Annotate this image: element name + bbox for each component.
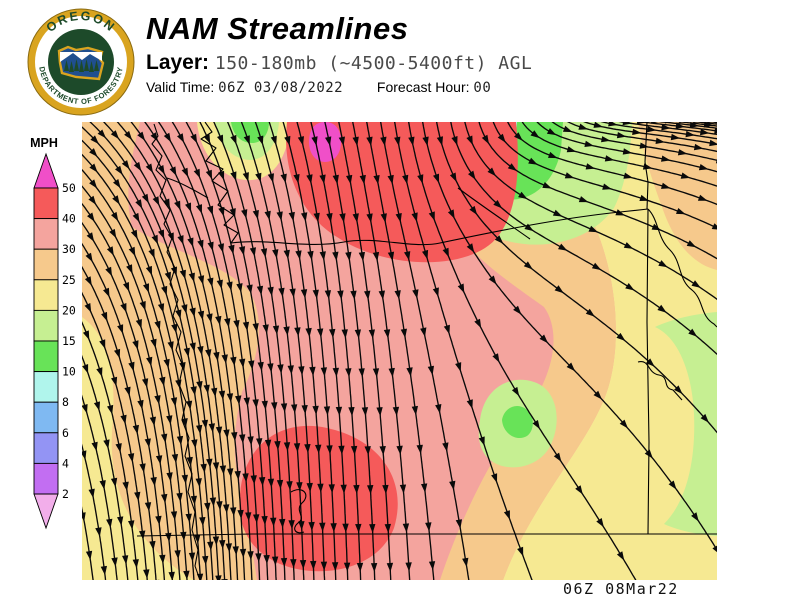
valid-time-value: 06Z 03/08/2022 xyxy=(218,79,344,96)
legend-tick-label: 10 xyxy=(62,365,76,379)
legend-band xyxy=(33,279,59,311)
ne-diagonal-line xyxy=(457,187,531,240)
streamlines xyxy=(82,122,717,580)
logo-oregon-emblem xyxy=(57,45,105,81)
forecast-hour-value: 00 xyxy=(473,79,492,96)
coastline xyxy=(151,123,201,580)
legend-tick-label: 4 xyxy=(62,456,69,470)
page-title: NAM Streamlines xyxy=(146,11,409,46)
wind-speed-region-25-30 xyxy=(638,122,717,270)
legend-tick-label: 15 xyxy=(62,334,76,348)
forecast-hour-label: Forecast Hour: xyxy=(376,78,470,95)
logo-mountain xyxy=(60,52,102,62)
legend-band xyxy=(33,371,59,403)
wind-speed-regions xyxy=(82,122,717,580)
valid-time-line: Valid Time: 06Z 03/08/2022 Forecast Hour… xyxy=(146,79,532,96)
legend-tick-label: 40 xyxy=(62,212,76,226)
legend-tick-label: 6 xyxy=(62,426,69,440)
legend-units-label: MPH xyxy=(30,136,58,150)
legend-scale: 50 40 30 25 20 15 10 8 6 4 2 xyxy=(33,152,76,530)
wind-speed-region->50 xyxy=(309,122,341,162)
legend-tick-label: 30 xyxy=(62,242,76,256)
snake-river-border xyxy=(647,208,717,328)
se-river-squiggle xyxy=(637,361,683,401)
legend-band xyxy=(33,309,59,342)
layer-line: Layer: 150-180mb (~4500-5400ft) AGL xyxy=(146,51,532,75)
legend-band xyxy=(33,248,59,281)
layer-value: 150-180mb (~4500-5400ft) AGL xyxy=(214,52,533,74)
legend-band xyxy=(33,462,59,495)
legend-tick-label: 25 xyxy=(62,273,76,287)
legend-tick-label: 50 xyxy=(62,181,76,195)
odf-logo: OREGON DEPARTMENT OF FORESTRY xyxy=(27,8,135,116)
wind-speed-region-10-15 xyxy=(502,406,533,439)
crater-lake-outline xyxy=(290,489,307,534)
wind-speed-region-15-20 xyxy=(655,312,717,536)
speed-legend: MPH 50 40 30 25 20 15 10 8 6 4 2 xyxy=(20,136,130,540)
legend-band xyxy=(33,401,59,434)
east-district-line xyxy=(646,208,650,535)
streamline-arrowheads xyxy=(82,122,717,580)
wind-speed-region-20-25 xyxy=(82,317,194,580)
logo-trees xyxy=(64,59,99,72)
wind-speed-region-20-25 xyxy=(503,122,717,580)
header: NAM Streamlines Layer: 150-180mb (~4500-… xyxy=(146,11,532,96)
legend-below-min xyxy=(33,493,59,530)
legend-band xyxy=(33,340,59,373)
layer-label: Layer: xyxy=(146,50,210,74)
legend-tick-label: 2 xyxy=(62,487,69,501)
state-boundaries xyxy=(136,122,717,580)
streamline-paths xyxy=(82,122,717,580)
legend-band xyxy=(33,432,59,464)
legend-band xyxy=(33,218,59,250)
map-timestamp: 06Z 08Mar22 xyxy=(563,580,679,598)
north-border xyxy=(166,122,649,246)
valid-time-label: Valid Time: xyxy=(146,78,215,95)
streamline-map xyxy=(82,122,717,580)
legend-tick-label: 20 xyxy=(62,303,76,317)
legend-above-max xyxy=(33,152,59,189)
south-border xyxy=(136,533,717,537)
ne-border-vertical xyxy=(644,122,649,210)
legend-band xyxy=(33,187,59,220)
legend-tick-label: 8 xyxy=(62,395,69,409)
